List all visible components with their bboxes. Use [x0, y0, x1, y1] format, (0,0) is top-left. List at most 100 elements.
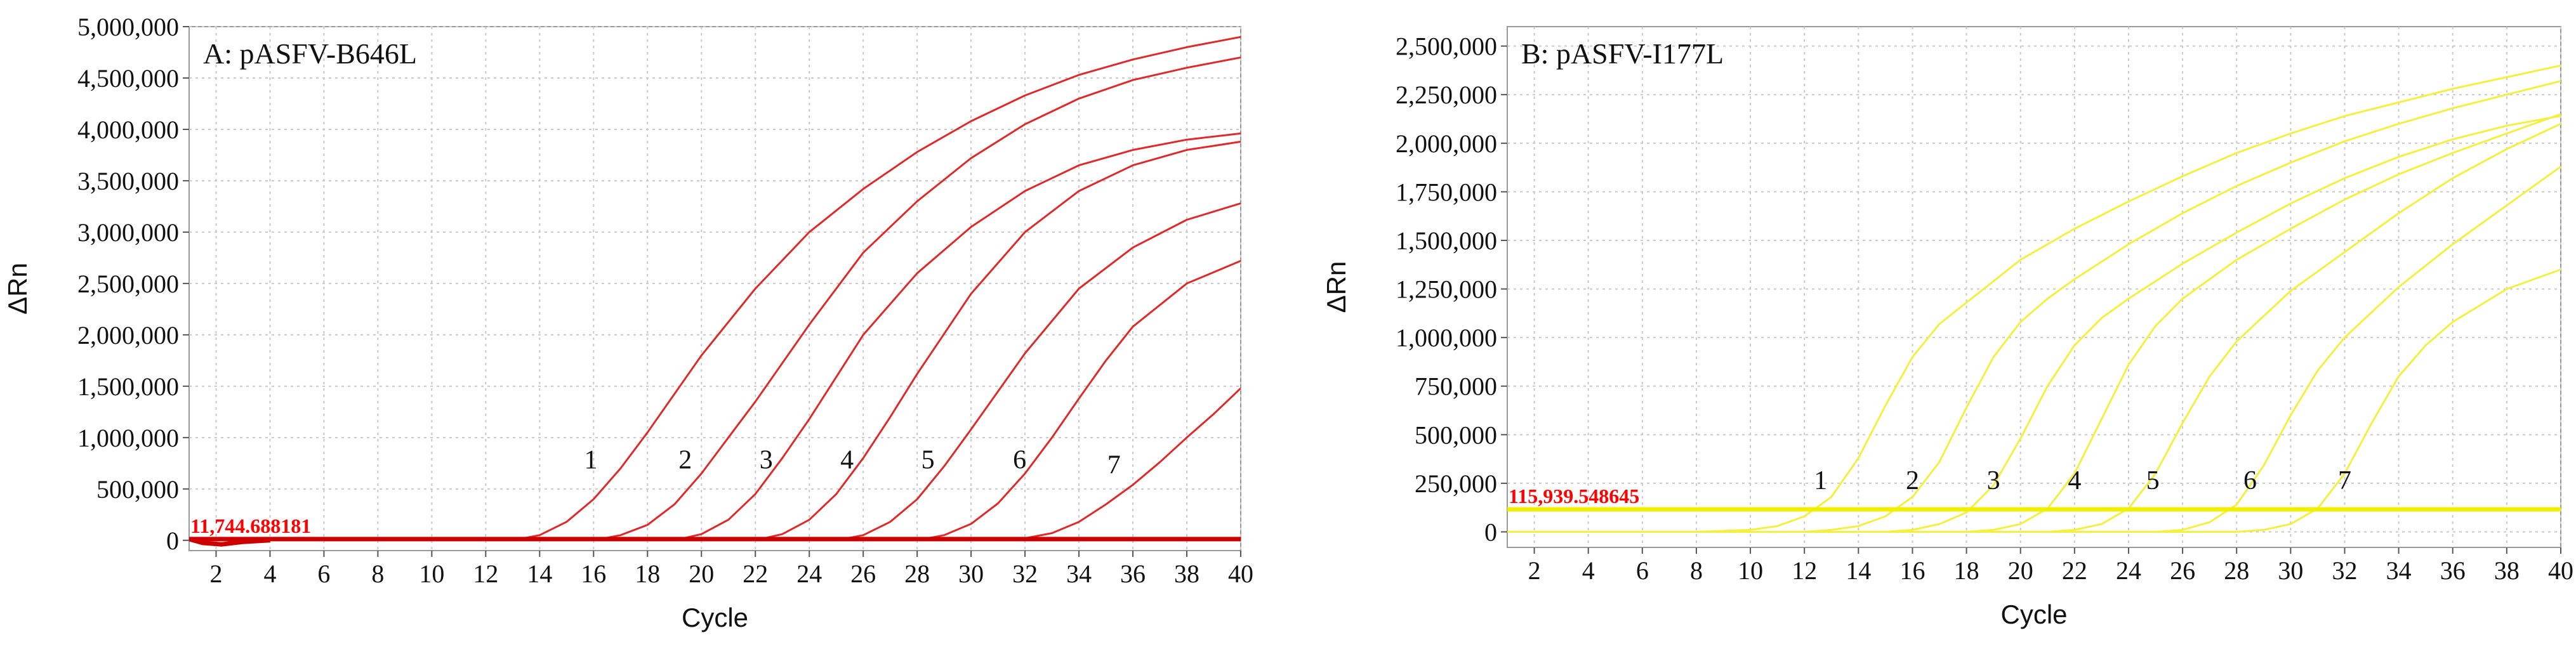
x-tick-label: 20 — [2008, 556, 2033, 585]
y-tick-label: 750,000 — [1415, 372, 1497, 401]
x-tick-label: 8 — [371, 559, 384, 588]
baseline-noise — [189, 537, 270, 547]
y-tick-label: 1,500,000 — [1396, 226, 1497, 255]
y-tick-label: 1,000,000 — [77, 424, 179, 452]
series-label: 7 — [1107, 451, 1121, 480]
series-label: 5 — [921, 445, 935, 474]
series-label: 7 — [2338, 466, 2351, 495]
panel-label: A: pASFV-B646L — [203, 37, 417, 70]
y-tick-label: 500,000 — [1415, 421, 1497, 449]
y-tick-label: 0 — [1484, 518, 1497, 546]
x-tick-label: 10 — [419, 559, 444, 588]
x-tick-label: 24 — [2116, 556, 2141, 585]
series-line — [1507, 268, 2561, 533]
series-group — [189, 36, 1241, 547]
series-label: 4 — [2068, 466, 2081, 495]
x-tick-label: 16 — [581, 559, 606, 588]
x-tick-label: 26 — [2170, 556, 2195, 585]
series-label: 1 — [585, 445, 598, 474]
y-tick-label: 5,000,000 — [77, 13, 179, 41]
plot-area — [188, 26, 1241, 551]
series-label: 5 — [2146, 466, 2160, 495]
series-line — [593, 56, 1241, 542]
series-label: 1 — [1814, 466, 1827, 495]
x-tick-label: 32 — [2332, 556, 2357, 585]
plot-area — [1507, 26, 2561, 548]
y-tick-label: 500,000 — [96, 475, 179, 504]
x-tick-label: 4 — [1582, 556, 1595, 585]
x-tick-label: 16 — [1899, 556, 1925, 585]
x-tick-label: 30 — [2278, 556, 2303, 585]
x-tick-label: 36 — [1120, 559, 1146, 588]
x-tick-label: 20 — [689, 559, 714, 588]
x-tick-label: 10 — [1738, 556, 1763, 585]
x-tick-label: 4 — [263, 559, 276, 588]
x-tick-label: 28 — [2224, 556, 2249, 585]
x-tick-label: 38 — [1174, 559, 1199, 588]
series-line — [1507, 166, 2561, 533]
y-tick-label: 4,000,000 — [77, 115, 179, 144]
x-tick-label: 6 — [1636, 556, 1649, 585]
panel-label: B: pASFV-I177L — [1521, 37, 1724, 70]
y-tick-label: 2,500,000 — [77, 270, 179, 298]
y-tick-label: 0 — [166, 526, 179, 555]
x-tick-label: 24 — [796, 559, 822, 588]
x-tick-label: 18 — [1954, 556, 1979, 585]
x-tick-label: 18 — [635, 559, 660, 588]
series-label: 2 — [678, 445, 692, 474]
x-tick-label: 26 — [850, 559, 876, 588]
x-tick-label: 2 — [1528, 556, 1541, 585]
series-line — [1507, 113, 2561, 533]
x-tick-label: 12 — [1792, 556, 1817, 585]
series-line — [916, 259, 1241, 542]
x-tick-label: 14 — [1846, 556, 1871, 585]
y-tick-label: 2,250,000 — [1396, 81, 1497, 109]
y-tick-label: 2,000,000 — [1396, 129, 1497, 158]
threshold-label: 115,939.548645 — [1509, 485, 1639, 507]
x-axis-label: Cycle — [682, 603, 748, 632]
x-tick-label: 32 — [1012, 559, 1038, 588]
y-tick-label: 1,750,000 — [1396, 178, 1497, 206]
series-line — [755, 140, 1241, 542]
y-tick-label: 3,000,000 — [77, 218, 179, 247]
y-tick-label: 3,500,000 — [77, 167, 179, 195]
series-label: 4 — [840, 445, 854, 474]
x-tick-label: 12 — [473, 559, 498, 588]
x-axis-label: Cycle — [2000, 599, 2067, 629]
y-axis-label: ΔRn — [1321, 261, 1351, 313]
x-tick-label: 40 — [2548, 556, 2573, 585]
series-label: 6 — [1013, 445, 1026, 474]
x-tick-label: 22 — [2062, 556, 2087, 585]
x-tick-label: 40 — [1228, 559, 1253, 588]
y-tick-label: 1,250,000 — [1396, 275, 1497, 304]
x-tick-label: 36 — [2440, 556, 2466, 585]
series-group — [1507, 64, 2561, 533]
x-tick-label: 30 — [958, 559, 984, 588]
y-axis-label: ΔRn — [3, 263, 32, 315]
x-tick-label: 34 — [2386, 556, 2412, 585]
series-line — [512, 36, 1241, 542]
y-tick-label: 2,000,000 — [77, 321, 179, 350]
series-label: 3 — [760, 445, 773, 474]
series-label: 2 — [1906, 466, 1919, 495]
x-tick-label: 34 — [1066, 559, 1092, 588]
y-tick-label: 4,500,000 — [77, 64, 179, 93]
chart-panel-a: 2 4 6 8 10 12 14 16 18 20 22 24 26 28 30 32 34 36 38 400500… — [3, 13, 1253, 632]
y-tick-label: 250,000 — [1415, 469, 1497, 498]
y-tick-label: 1,000,000 — [1396, 324, 1497, 352]
series-line — [1507, 115, 2561, 533]
series-line — [1507, 80, 2561, 533]
x-tick-label: 2 — [209, 559, 222, 588]
y-tick-label: 2,500,000 — [1396, 32, 1497, 61]
x-tick-label: 6 — [317, 559, 330, 588]
series-line — [1507, 122, 2561, 533]
chart-panel-b: 2 4 6 8 10 12 14 16 18 20 22 24 26 28 30 32 34 36 38 400250… — [1321, 26, 2573, 629]
series-label: 3 — [1987, 466, 2000, 495]
x-tick-label: 22 — [743, 559, 768, 588]
threshold-label: 11,744.688181 — [190, 514, 311, 537]
x-tick-label: 28 — [904, 559, 930, 588]
series-line — [836, 202, 1241, 542]
x-tick-label: 8 — [1690, 556, 1703, 585]
x-tick-label: 14 — [527, 559, 552, 588]
